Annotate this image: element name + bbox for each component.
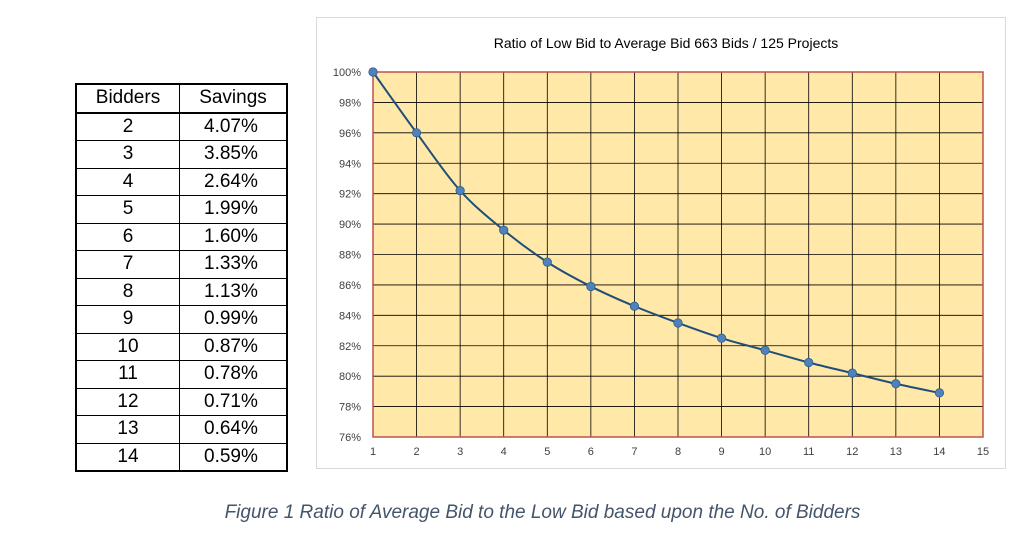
x-tick-label: 9 (719, 446, 725, 458)
table-row: 7 1.33% (75, 250, 288, 279)
chart-title: Ratio of Low Bid to Average Bid 663 Bids… (494, 35, 839, 51)
table-row: 14 0.59% (75, 442, 288, 472)
data-point (934, 388, 945, 398)
savings-cell: 0.87% (179, 332, 288, 361)
y-tick-label: 78% (339, 402, 361, 414)
x-tick-label: 15 (977, 446, 989, 458)
bidders-cell: 3 (75, 140, 180, 169)
table-body: 2 4.07% 3 3.85% 4 2.64% 5 1.99% 6 1.60% 7 1.33% 8 1.1… (75, 112, 288, 472)
data-point (411, 128, 422, 138)
bidders-cell: 6 (75, 222, 180, 251)
y-tick-label: 96% (339, 128, 361, 140)
x-tick-label: 1 (370, 446, 376, 458)
y-tick-label: 76% (339, 432, 361, 444)
savings-table: Bidders Savings 2 4.07% 3 3.85% 4 2.64% 5 1.99%… (75, 83, 288, 472)
savings-cell: 0.64% (179, 415, 288, 444)
bidders-cell: 2 (75, 112, 180, 141)
savings-cell: 1.13% (179, 277, 288, 306)
table-row: 13 0.64% (75, 415, 288, 444)
x-tick-label: 3 (457, 446, 463, 458)
data-point (760, 345, 770, 355)
y-tick-label: 84% (339, 310, 361, 322)
table-row: 9 0.99% (75, 305, 288, 334)
y-tick-label: 100% (333, 67, 361, 79)
savings-cell: 1.60% (179, 222, 288, 251)
x-tick-label: 14 (933, 446, 945, 458)
data-point (891, 379, 901, 389)
bidders-cell: 5 (75, 195, 180, 224)
y-tick-label: 82% (339, 341, 361, 353)
y-tick-label: 92% (339, 189, 361, 201)
y-tick-label: 88% (339, 250, 361, 262)
table-row: 12 0.71% (75, 387, 288, 416)
series-markers (368, 67, 945, 398)
savings-cell: 0.78% (179, 360, 288, 389)
savings-cell: 0.59% (179, 442, 288, 472)
x-tick-label: 5 (544, 446, 550, 458)
bidders-cell: 13 (75, 415, 180, 444)
data-point (586, 281, 596, 292)
table-row: 11 0.78% (75, 360, 288, 389)
bidders-header: Bidders (75, 83, 180, 114)
bidders-cell: 11 (75, 360, 180, 389)
x-axis-ticks: 1 2 3 4 5 6 7 8 9 10 11 12 13 14 15 (370, 446, 989, 458)
data-point (368, 67, 378, 77)
bidders-cell: 14 (75, 442, 180, 472)
table-header-row: Bidders Savings (75, 83, 288, 114)
table-row: 6 1.60% (75, 222, 288, 251)
bidders-cell: 10 (75, 332, 180, 361)
savings-cell: 4.07% (179, 112, 288, 141)
data-point (804, 357, 814, 368)
data-point (716, 333, 727, 343)
data-point (499, 225, 509, 235)
y-axis-ticks: 100% 98% 96% 94% 92% 90% 88% 86% 84% 82% 80% 78% 76% (333, 67, 361, 444)
table-row: 10 0.87% (75, 332, 288, 361)
bidders-cell: 9 (75, 305, 180, 334)
x-tick-label: 4 (501, 446, 507, 458)
data-point (455, 186, 465, 196)
figure-caption: Figure 1 Ratio of Average Bid to the Low… (224, 502, 861, 523)
x-tick-label: 7 (631, 446, 637, 458)
savings-cell: 0.99% (179, 305, 288, 334)
savings-header: Savings (179, 83, 288, 114)
table-row: 2 4.07% (75, 112, 288, 141)
data-point (673, 318, 683, 328)
y-tick-label: 90% (339, 219, 361, 231)
plot-border (372, 71, 984, 438)
bidders-cell: 4 (75, 167, 180, 196)
y-tick-label: 94% (339, 158, 361, 170)
x-tick-label: 6 (588, 446, 594, 458)
x-tick-label: 2 (414, 446, 420, 458)
x-tick-label: 12 (846, 446, 858, 458)
savings-cell: 2.64% (179, 167, 288, 196)
table-row: 3 3.85% (75, 140, 288, 169)
x-tick-label: 13 (890, 446, 902, 458)
bidders-cell: 7 (75, 250, 180, 279)
bidders-cell: 8 (75, 277, 180, 306)
data-point (542, 257, 552, 267)
savings-cell: 0.71% (179, 387, 288, 416)
savings-cell: 3.85% (179, 140, 288, 169)
savings-cell: 1.33% (179, 250, 288, 279)
line-chart: Ratio of Low Bid to Average Bid 663 Bids… (333, 35, 989, 458)
y-tick-label: 80% (339, 371, 361, 383)
data-point (629, 301, 640, 311)
data-point (847, 368, 857, 378)
savings-cell: 1.99% (179, 195, 288, 224)
table-row: 4 2.64% (75, 167, 288, 196)
chart-frame: Ratio of Low Bid to Average Bid 663 Bids… (316, 17, 1006, 469)
x-tick-label: 8 (675, 446, 681, 458)
table-row: 8 1.13% (75, 277, 288, 306)
table-row: 5 1.99% (75, 195, 288, 224)
y-tick-label: 86% (339, 280, 361, 292)
bidders-cell: 12 (75, 387, 180, 416)
y-tick-label: 98% (339, 97, 361, 109)
x-tick-label: 10 (759, 446, 771, 458)
x-tick-label: 11 (803, 446, 814, 458)
